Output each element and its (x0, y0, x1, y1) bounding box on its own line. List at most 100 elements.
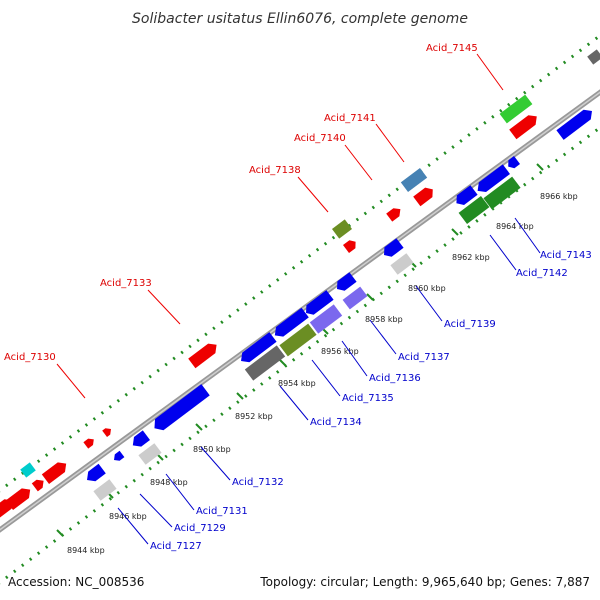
gene-arrow[interactable] (505, 155, 521, 171)
leader-line (369, 319, 397, 355)
gene-arrow[interactable] (587, 49, 600, 65)
leader-line (341, 340, 368, 377)
tick-label: 8962 kbp (452, 253, 490, 262)
leader-line (147, 289, 181, 325)
gene-label[interactable]: Acid_7139 (444, 319, 496, 330)
gene-label[interactable]: Acid_7134 (310, 417, 362, 428)
gene-arrow[interactable] (390, 253, 414, 275)
tick-mark (451, 228, 459, 236)
genome-summary: Topology: circular; Length: 9,965,640 bp… (259, 575, 590, 589)
gene-arrow[interactable] (83, 436, 96, 449)
gene-label[interactable]: Acid_7145 (426, 43, 478, 54)
leader-line (297, 176, 329, 213)
gene-arrow[interactable] (237, 332, 277, 366)
gene-arrow[interactable] (474, 164, 510, 195)
gene-arrow[interactable] (83, 463, 106, 485)
gene-label[interactable]: Acid_7143 (540, 250, 592, 261)
top-labels: Acid_7130 Acid_7133 Acid_7138 Acid_7140 … (4, 43, 478, 363)
leader-line (514, 217, 541, 254)
tick-label: 8956 kbp (321, 347, 359, 356)
leader-line (311, 359, 341, 397)
gene-arrow[interactable] (342, 286, 368, 310)
outer-ruler (0, 33, 600, 493)
bottom-leaders (117, 217, 541, 545)
gene-label[interactable]: Acid_7129 (174, 523, 226, 534)
gene-arrow[interactable] (31, 477, 47, 492)
accession-text: Accession: NC_008536 (8, 575, 144, 589)
gene-label[interactable]: Acid_7136 (369, 373, 421, 384)
gene-arrow[interactable] (483, 176, 521, 210)
tick-label: 8948 kbp (150, 478, 188, 487)
tick-mark (279, 359, 287, 367)
gene-arrow[interactable] (20, 462, 36, 478)
gene-label[interactable]: Acid_7130 (4, 352, 56, 363)
gene-label[interactable]: Acid_7131 (196, 506, 248, 517)
gene-arrow[interactable] (93, 479, 117, 501)
gene-arrow[interactable] (458, 195, 490, 225)
leader-line (344, 144, 373, 181)
tick-mark (56, 529, 64, 537)
gene-arrow[interactable] (509, 112, 540, 140)
bottom-labels: Acid_7127 Acid_7129 Acid_7131 Acid_7132 … (150, 250, 592, 552)
gene-label[interactable]: Acid_7127 (150, 541, 202, 552)
gene-arrow[interactable] (0, 496, 16, 521)
gene-arrow[interactable] (332, 219, 352, 239)
tick-mark (536, 163, 544, 171)
leader-line (415, 285, 443, 322)
gene-label[interactable]: Acid_7133 (100, 278, 152, 289)
gene-label[interactable]: Acid_7138 (249, 165, 301, 176)
tick-label: 8966 kbp (540, 192, 578, 201)
tick-label: 8944 kbp (67, 546, 105, 555)
tick-label: 8950 kbp (193, 445, 231, 454)
leader-line (165, 473, 195, 511)
gene-arrow[interactable] (302, 290, 334, 318)
leader-line (200, 446, 231, 481)
gene-arrow[interactable] (188, 340, 220, 369)
gene-arrow[interactable] (244, 345, 286, 381)
leader-line (489, 234, 517, 271)
leader-line (476, 53, 504, 91)
tick-label: 8958 kbp (365, 315, 403, 324)
map-title: Solibacter usitatus Ellin6076, complete … (132, 11, 468, 27)
leader-line (117, 507, 149, 545)
gene-arrow[interactable] (5, 485, 34, 511)
tick-label: 8964 kbp (496, 222, 534, 231)
gene-label[interactable]: Acid_7135 (342, 393, 394, 404)
tick-label: 8952 kbp (235, 412, 273, 421)
tick-label: 8946 kbp (109, 512, 147, 521)
tick-mark (195, 423, 203, 431)
gene-arrow[interactable] (271, 307, 309, 340)
genes (0, 49, 600, 521)
gene-arrow[interactable] (413, 185, 436, 207)
gene-arrow[interactable] (380, 238, 404, 260)
tick-mark (236, 392, 244, 400)
gene-arrow[interactable] (41, 459, 70, 485)
gene-arrow[interactable] (279, 323, 317, 357)
gene-label[interactable]: Acid_7137 (398, 352, 450, 363)
tick-label: 8960 kbp (408, 284, 446, 293)
tick-label: 8954 kbp (278, 379, 316, 388)
leader-line (56, 363, 86, 399)
tick-labels: 8944 kbp 8946 kbp 8948 kbp 8950 kbp 8952… (67, 192, 578, 555)
gene-arrow[interactable] (150, 384, 210, 434)
gene-arrow[interactable] (129, 430, 150, 450)
gene-arrow[interactable] (342, 238, 359, 254)
gene-arrow[interactable] (499, 94, 533, 124)
gene-arrow[interactable] (453, 185, 478, 208)
gene-arrow[interactable] (138, 443, 162, 465)
gene-label[interactable]: Acid_7140 (294, 133, 346, 144)
gene-arrow[interactable] (556, 106, 595, 140)
gene-arrow[interactable] (309, 304, 343, 334)
leader-line (139, 493, 173, 528)
leader-line (279, 385, 309, 421)
gene-label[interactable]: Acid_7142 (516, 268, 568, 279)
gene-label[interactable]: Acid_7141 (324, 113, 376, 124)
gene-arrow[interactable] (102, 426, 113, 437)
tick-mark (366, 293, 374, 301)
gene-arrow[interactable] (333, 272, 357, 294)
gene-arrow[interactable] (386, 205, 403, 222)
gene-arrow[interactable] (112, 450, 125, 463)
gene-label[interactable]: Acid_7132 (232, 477, 284, 488)
gene-arrow[interactable] (400, 167, 428, 193)
